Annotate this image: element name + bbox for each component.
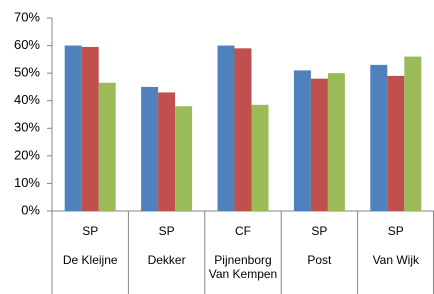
x-tick-label: Post <box>307 253 332 267</box>
y-tick-label: 40% <box>14 92 40 107</box>
y-tick-label: 60% <box>14 37 40 52</box>
bar <box>175 106 193 211</box>
bar <box>234 48 252 212</box>
bar <box>293 70 311 211</box>
bar <box>81 46 99 212</box>
bar <box>370 64 388 211</box>
group-label: SP <box>387 224 404 238</box>
group-label: SP <box>158 224 175 238</box>
group-label: SP <box>82 224 99 238</box>
bar <box>387 75 405 212</box>
y-tick-label: 50% <box>14 65 40 80</box>
bar <box>98 82 116 212</box>
y-tick-label: 30% <box>14 120 40 135</box>
y-tick-label: 0% <box>21 202 40 217</box>
bar <box>251 104 269 211</box>
x-tick-label: Dekker <box>147 253 186 267</box>
y-tick-label: 70% <box>14 9 40 24</box>
x-tick-label: De Kleijne <box>62 253 118 267</box>
bar <box>217 45 235 212</box>
bar <box>64 45 82 212</box>
x-tick-label: Van Wijk <box>372 253 420 267</box>
y-tick-label: 10% <box>14 175 40 190</box>
bar <box>310 78 328 212</box>
bar <box>404 56 422 211</box>
bar <box>327 73 345 212</box>
group-label: CF <box>234 224 251 238</box>
bar <box>158 92 176 211</box>
bar <box>141 86 159 211</box>
group-label: SP <box>311 224 328 238</box>
x-tick-label: Pijnenborg Van Kempen <box>208 253 278 281</box>
y-tick-label: 20% <box>14 147 40 162</box>
